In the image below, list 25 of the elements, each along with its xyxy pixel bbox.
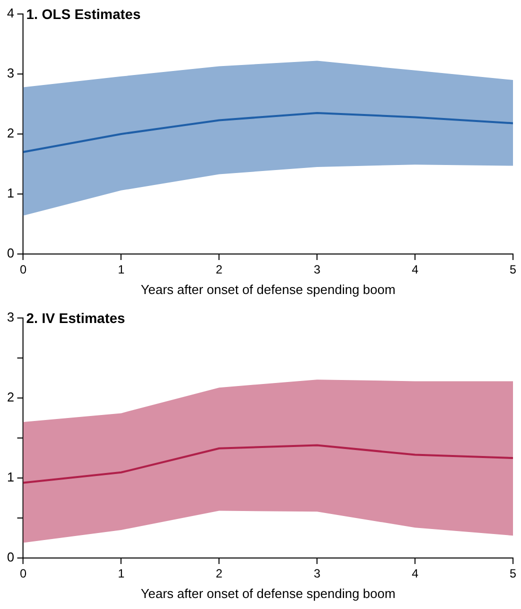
y-tick-label: 3: [6, 66, 14, 81]
x-tick-label: 2: [216, 566, 223, 581]
x-tick-label: 4: [412, 566, 419, 581]
x-tick-label: 3: [314, 262, 321, 277]
x-axis-title: Years after onset of defense spending boom: [140, 282, 396, 297]
x-tick-label: 3: [314, 566, 321, 581]
y-tick-label: 4: [6, 6, 14, 21]
x-tick-label: 5: [510, 566, 517, 581]
x-tick-label: 0: [20, 566, 27, 581]
x-tick-label: 1: [118, 262, 125, 277]
x-tick-label: 2: [216, 262, 223, 277]
y-tick-label: 0: [6, 246, 14, 261]
y-tick-label: 1: [6, 186, 14, 201]
x-axis-title: Years after onset of defense spending boom: [140, 586, 396, 601]
y-tick-label: 3: [6, 310, 14, 325]
x-tick-label: 1: [118, 566, 125, 581]
y-tick-label: 2: [6, 390, 14, 405]
y-tick-label: 0: [6, 550, 14, 565]
x-tick-label: 4: [412, 262, 419, 277]
x-tick-label: 0: [20, 262, 27, 277]
y-tick-label: 1: [6, 470, 14, 485]
y-tick-label: 2: [6, 126, 14, 141]
chart-title: 1. OLS Estimates: [26, 6, 141, 22]
x-tick-label: 5: [510, 262, 517, 277]
chart-title: 2. IV Estimates: [26, 310, 126, 326]
